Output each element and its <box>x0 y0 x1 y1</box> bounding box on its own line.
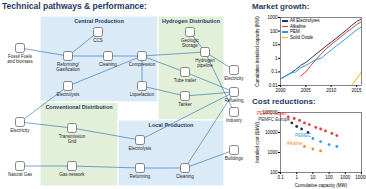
svg-text:1000: 1000 <box>267 15 278 20</box>
svg-text:10: 10 <box>272 42 278 47</box>
svg-text:Technical pathways & performan: Technical pathways & performance: <box>2 1 147 11</box>
svg-text:100: 100 <box>270 169 278 175</box>
svg-text:1000: 1000 <box>340 175 351 180</box>
svg-text:Hydrogenpipeline: Hydrogenpipeline <box>195 58 215 68</box>
svg-text:Installed cost ($/kW): Installed cost ($/kW) <box>255 122 260 163</box>
svg-text:Alkaline: Alkaline <box>287 141 303 146</box>
svg-text:2000: 2000 <box>275 88 286 93</box>
svg-text:1000: 1000 <box>267 150 278 155</box>
svg-text:Central Production: Central Production <box>74 18 124 24</box>
svg-text:Electricity: Electricity <box>10 128 30 133</box>
svg-text:PEMEC: PEMEC <box>295 133 312 138</box>
svg-text:Tube trailer: Tube trailer <box>174 78 197 83</box>
svg-text:2005: 2005 <box>301 88 312 93</box>
svg-text:0.1: 0.1 <box>271 69 278 74</box>
svg-text:2010: 2010 <box>326 88 337 93</box>
svg-text:Cleaning: Cleaning <box>176 174 194 179</box>
svg-text:PEMFC Japan: PEMFC Japan <box>257 111 287 116</box>
svg-text:1: 1 <box>295 175 298 180</box>
svg-text:Industry: Industry <box>226 118 243 123</box>
svg-text:Cumulative capacity (MW): Cumulative capacity (MW) <box>295 183 348 188</box>
html-text:Solid Oxide: Solid Oxide <box>290 34 313 40</box>
svg-text:Reforming: Reforming <box>130 174 151 179</box>
svg-text:10000: 10000 <box>355 175 366 180</box>
svg-text:0.01: 0.01 <box>268 82 278 88</box>
svg-text:Gas network: Gas network <box>59 172 85 177</box>
svg-text:Fossil Fuelsand biomass: Fossil Fuelsand biomass <box>7 54 33 64</box>
svg-text:Buildings: Buildings <box>225 156 244 161</box>
html-text:All Electrolytes: All Electrolytes <box>290 18 320 23</box>
svg-text:TransmissionGrid: TransmissionGrid <box>59 134 86 144</box>
html-text:Market growth:: Market growth: <box>252 2 310 11</box>
svg-text:GeologicStorage: GeologicStorage <box>181 38 200 48</box>
svg-text:Electricity: Electricity <box>224 76 244 81</box>
svg-text:Liquefaction: Liquefaction <box>130 92 155 97</box>
svg-text:Compression: Compression <box>129 62 156 67</box>
svg-text:0.1: 0.1 <box>277 175 284 180</box>
svg-text:Tanker: Tanker <box>178 102 192 107</box>
svg-text:Natural Gas: Natural Gas <box>8 172 33 177</box>
svg-text:Electrolysis: Electrolysis <box>129 146 153 151</box>
svg-text:CCS: CCS <box>93 38 103 43</box>
svg-text:PEMFC Europe: PEMFC Europe <box>258 117 290 122</box>
html-text:Cost reductions:: Cost reductions: <box>252 97 316 106</box>
svg-text:Reforming/Gasification: Reforming/Gasification <box>56 62 80 72</box>
svg-text:Refueling: Refueling <box>224 98 244 103</box>
svg-text:100: 100 <box>325 175 333 180</box>
svg-text:10: 10 <box>310 175 316 180</box>
html-text:PEM: PEM <box>290 29 300 34</box>
svg-text:10000: 10000 <box>265 130 278 135</box>
svg-text:Local Production: Local Production <box>149 122 195 128</box>
svg-text:Electrolysis: Electrolysis <box>57 92 81 97</box>
svg-text:Cumulative installed capacity: Cumulative installed capacity (MW) <box>255 16 260 87</box>
svg-text:Conventional Distribution: Conventional Distribution <box>45 104 113 110</box>
svg-text:100: 100 <box>270 29 278 34</box>
svg-text:Cleaning: Cleaning <box>99 62 117 67</box>
svg-text:2015: 2015 <box>351 88 362 93</box>
svg-text:1: 1 <box>275 56 278 61</box>
svg-text:Hydrogen Distribution: Hydrogen Distribution <box>162 18 221 24</box>
html-text:Alkaline: Alkaline <box>290 23 306 29</box>
